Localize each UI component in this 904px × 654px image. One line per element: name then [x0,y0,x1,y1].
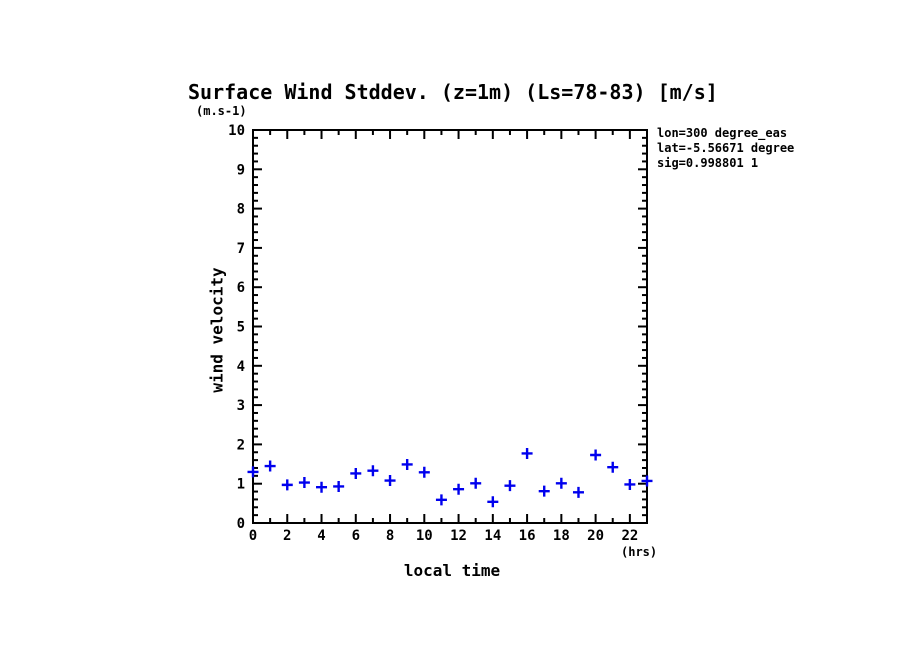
y-tick-label: 7 [237,241,245,257]
data-point [555,477,567,489]
y-tick-label: 2 [237,437,245,453]
y-tick-label: 10 [228,123,245,139]
data-point [367,465,379,477]
x-tick-label: 10 [416,528,433,544]
data-point [487,496,499,508]
x-tick-label: 8 [386,528,394,544]
chart-title: Surface Wind Stddev. (z=1m) (Ls=78-83) [… [188,80,718,104]
data-point [281,479,293,491]
annotation-sig: sig=0.998801 1 [657,156,759,170]
data-point [418,466,430,478]
x-tick-label: 12 [450,528,467,544]
data-point [572,486,584,498]
y-axis-unit-label: (m.s-1) [196,104,247,118]
data-point [624,478,636,490]
data-point [470,477,482,489]
data-point [590,449,602,461]
data-point [538,485,550,497]
annotation-lat: lat=-5.56671 degree [657,141,795,155]
y-tick-label: 6 [237,280,245,296]
y-tick-label: 3 [237,398,245,414]
data-point [435,494,447,506]
x-tick-label: 2 [283,528,291,544]
x-tick-label: 16 [519,528,536,544]
x-tick-label: 4 [317,528,325,544]
y-tick-label: 5 [237,320,245,336]
x-tick-label: 0 [249,528,257,544]
y-tick-label: 0 [237,516,245,532]
data-point [607,461,619,473]
y-tick-label: 8 [237,202,245,218]
x-tick-label: 6 [352,528,360,544]
data-point [350,467,362,479]
data-point [384,475,396,487]
data-point [641,475,653,487]
x-tick-label: 14 [484,528,501,544]
x-tick-label: 18 [553,528,570,544]
data-point [333,480,345,492]
y-axis-title: wind velocity [207,267,227,393]
data-point [521,447,533,459]
annotation-block: lon=300 degree_eas lat=-5.56671 degree s… [657,126,794,171]
y-tick-label: 9 [237,162,245,178]
x-tick-label: 20 [587,528,604,544]
data-point [264,460,276,472]
data-point [401,458,413,470]
annotation-lon: lon=300 degree_eas [657,126,788,140]
y-tick-label: 4 [237,359,245,375]
x-axis-unit-label: (hrs) [621,545,658,559]
x-tick-label: 22 [621,528,638,544]
data-point [316,481,328,493]
x-axis-title: local time [403,561,501,580]
data-point [504,480,516,492]
data-point [247,466,259,478]
data-point [453,483,465,495]
data-point [298,477,310,489]
y-tick-label: 1 [237,477,245,493]
plot-frame [252,129,648,524]
